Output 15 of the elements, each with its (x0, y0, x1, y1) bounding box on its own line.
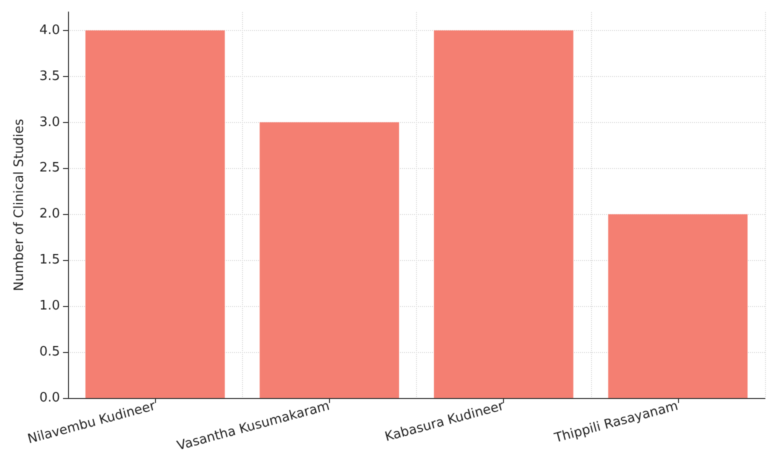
y-tick-label: 2.5 (39, 160, 60, 176)
bar (608, 214, 748, 398)
y-axis-title: Number of Clinical Studies (12, 118, 27, 292)
y-tick-label: 0.0 (39, 390, 60, 406)
y-tick-label: 1.0 (39, 298, 60, 314)
y-tick-label: 2.0 (39, 206, 60, 222)
bar (85, 30, 225, 398)
y-tick-label: 3.0 (39, 114, 60, 130)
y-tick-label: 1.5 (39, 252, 60, 268)
bar (260, 122, 400, 398)
y-tick-label: 4.0 (39, 22, 60, 38)
x-tick-label: Kabasura Kudineer (383, 398, 506, 445)
bar (434, 30, 574, 398)
y-tick-label: 0.5 (39, 344, 60, 360)
y-tick-label: 3.5 (39, 68, 60, 84)
